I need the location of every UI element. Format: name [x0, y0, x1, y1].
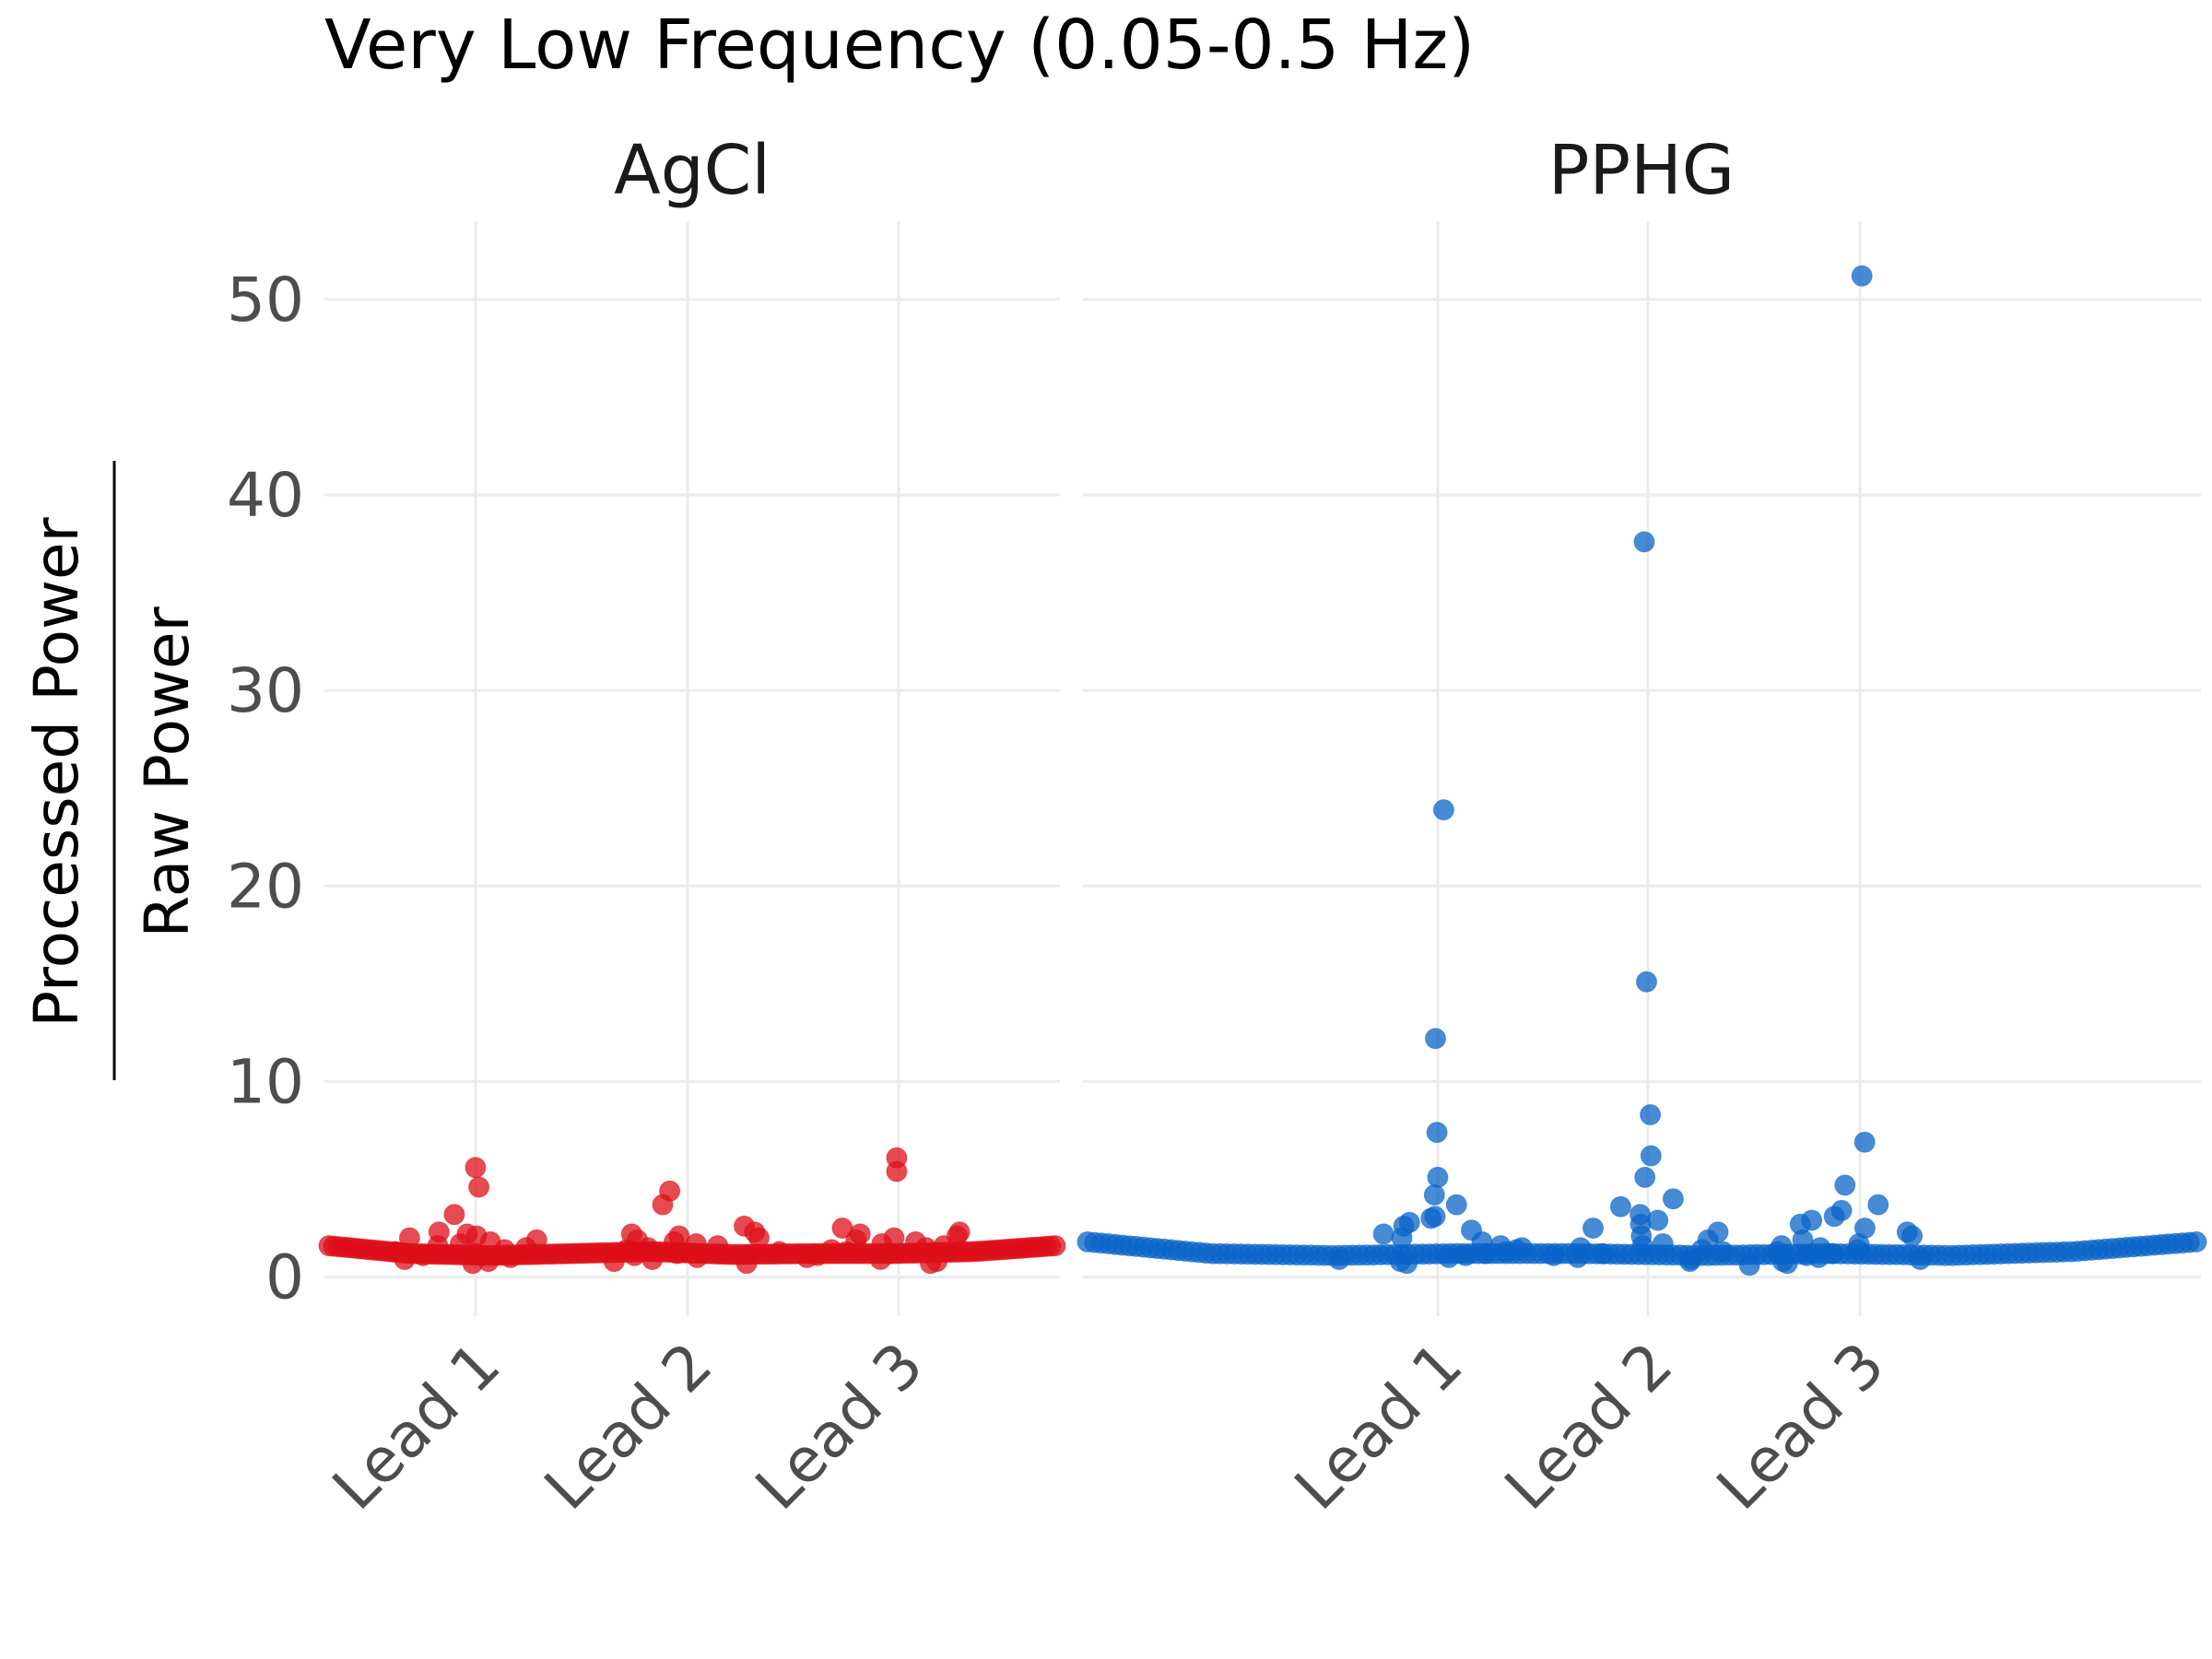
data-point: [1543, 1244, 1565, 1266]
data-point: [443, 1204, 465, 1226]
data-point: [835, 1241, 857, 1263]
data-point: [1738, 1254, 1760, 1277]
data-point: [1807, 1246, 1830, 1268]
data-point: [394, 1249, 416, 1270]
chart-title: Very Low Frequency (0.05-0.5 Hz): [324, 6, 1475, 85]
data-point: [1662, 1188, 1684, 1210]
x-tick-label: Lead 2: [531, 1329, 725, 1524]
data-point: [1640, 1145, 1662, 1167]
data-point: [796, 1246, 818, 1268]
data-point: [641, 1249, 664, 1270]
data-point: [1423, 1184, 1445, 1206]
data-point: [1427, 1166, 1449, 1188]
data-point: [465, 1157, 487, 1179]
data-point: [1420, 1207, 1442, 1230]
panel-strip-label: AgCl: [614, 131, 771, 210]
data-point: [1847, 1239, 1869, 1261]
data-point: [1583, 1218, 1604, 1239]
data-point: [624, 1244, 645, 1266]
data-point: [500, 1246, 522, 1268]
data-point: [1432, 799, 1454, 821]
points-pphg: [1077, 265, 2207, 1277]
data-point: [1372, 1223, 1394, 1245]
data-point: [1328, 1249, 1350, 1270]
y-axis-ticks: 0 10 20 30 40 50: [227, 265, 304, 1313]
data-point: [398, 1227, 420, 1249]
data-point: [1834, 1174, 1856, 1196]
data-point: [450, 1233, 471, 1254]
data-point: [1396, 1253, 1418, 1275]
data-point: [468, 1176, 490, 1198]
data-point: [1475, 1242, 1497, 1265]
data-point: [603, 1251, 625, 1273]
data-point: [920, 1253, 941, 1275]
data-point: [1495, 1241, 1517, 1263]
data-point: [1592, 1242, 1613, 1265]
data-point: [748, 1227, 770, 1249]
x-tick-label: Lead 3: [1703, 1329, 1898, 1524]
data-point: [1901, 1225, 1924, 1247]
data-point: [1652, 1233, 1674, 1254]
panel-strip-label: PPHG: [1548, 131, 1735, 210]
data-point: [462, 1253, 484, 1275]
data-point: [1823, 1206, 1845, 1228]
panel-agcl: AgCl Lead 1 Lead 2 Lead 3: [318, 131, 1066, 1524]
data-point: [1776, 1253, 1798, 1275]
data-point: [686, 1246, 708, 1268]
data-point: [1609, 1195, 1631, 1218]
data-point: [1853, 1131, 1876, 1153]
data-point: [1679, 1251, 1700, 1273]
data-point: [769, 1241, 791, 1263]
data-point: [1445, 1194, 1467, 1216]
data-point: [1909, 1249, 1931, 1270]
data-point: [886, 1160, 908, 1182]
data-point: [427, 1235, 449, 1257]
y-axis-numerator: Processed Power: [21, 516, 92, 1027]
data-point: [1634, 1166, 1656, 1188]
data-point: [652, 1194, 674, 1216]
y-axis-label: Processed Power Raw Power: [21, 461, 203, 1080]
data-point: [1426, 1122, 1448, 1144]
x-tick-label: Lead 1: [1281, 1329, 1476, 1524]
data-point: [735, 1253, 758, 1275]
y-tick-label: 30: [227, 655, 304, 726]
points-agcl: [318, 1147, 1066, 1275]
data-point: [2185, 1230, 2207, 1253]
y-tick-label: 20: [227, 851, 304, 922]
data-point: [1391, 1227, 1413, 1249]
x-tick-label: Lead 2: [1491, 1329, 1686, 1524]
y-tick-label: 10: [227, 1046, 304, 1117]
y-tick-label: 0: [265, 1242, 304, 1313]
data-point: [515, 1237, 537, 1259]
x-tick-label: Lead 3: [742, 1329, 936, 1524]
y-tick-label: 40: [227, 460, 304, 531]
data-point: [1425, 1028, 1446, 1050]
x-tick-label: Lead 1: [319, 1329, 513, 1524]
panel-pphg: PPHG Lead 1 Lead 2 Lead 3: [1077, 131, 2207, 1524]
y-axis-denominator: Raw Power: [132, 606, 203, 937]
data-point: [1640, 1104, 1662, 1125]
data-point: [1851, 265, 1873, 287]
data-point: [1438, 1246, 1460, 1268]
data-point: [869, 1249, 891, 1270]
data-point: [1567, 1246, 1589, 1268]
y-tick-label: 50: [227, 265, 304, 335]
data-point: [1044, 1235, 1066, 1257]
data-point: [412, 1244, 434, 1266]
data-point: [1712, 1241, 1734, 1263]
data-point: [707, 1235, 729, 1257]
data-point: [666, 1242, 688, 1265]
data-point: [1636, 971, 1657, 993]
data-point: [1631, 1235, 1653, 1257]
data-point: [1867, 1194, 1889, 1216]
data-point: [1633, 531, 1655, 553]
